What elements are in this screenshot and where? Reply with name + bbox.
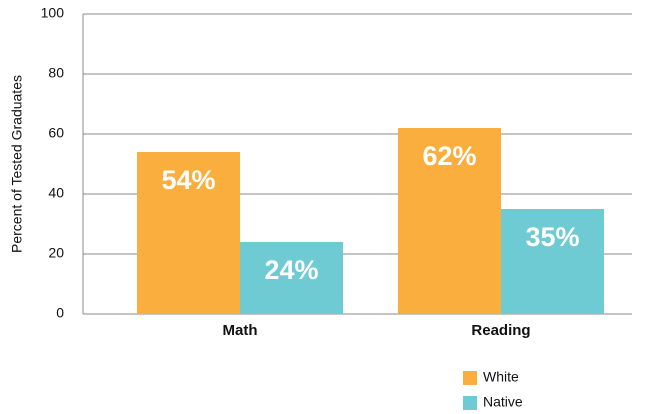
y-axis-label: Percent of Tested Graduates [9, 75, 25, 253]
bar [398, 128, 501, 314]
y-tick-label: 60 [48, 125, 64, 141]
bar [240, 242, 343, 314]
legend-label: White [483, 369, 519, 385]
legend-swatch [463, 371, 477, 385]
y-tick-label: 20 [48, 245, 64, 261]
data-label: 62% [422, 141, 476, 171]
x-tick-label: Math [223, 322, 258, 339]
y-tick-label: 0 [56, 305, 64, 321]
y-tick-label: 80 [48, 65, 64, 81]
legend-swatch [463, 396, 477, 410]
data-label: 35% [525, 222, 579, 252]
data-label: 24% [264, 255, 318, 285]
y-tick-label: 100 [41, 5, 65, 21]
bar [137, 152, 240, 314]
x-tick-label: Reading [471, 322, 530, 339]
y-tick-label: 40 [48, 185, 64, 201]
data-label: 54% [161, 165, 215, 195]
legend-label: Native [483, 394, 523, 410]
bar [501, 209, 604, 314]
